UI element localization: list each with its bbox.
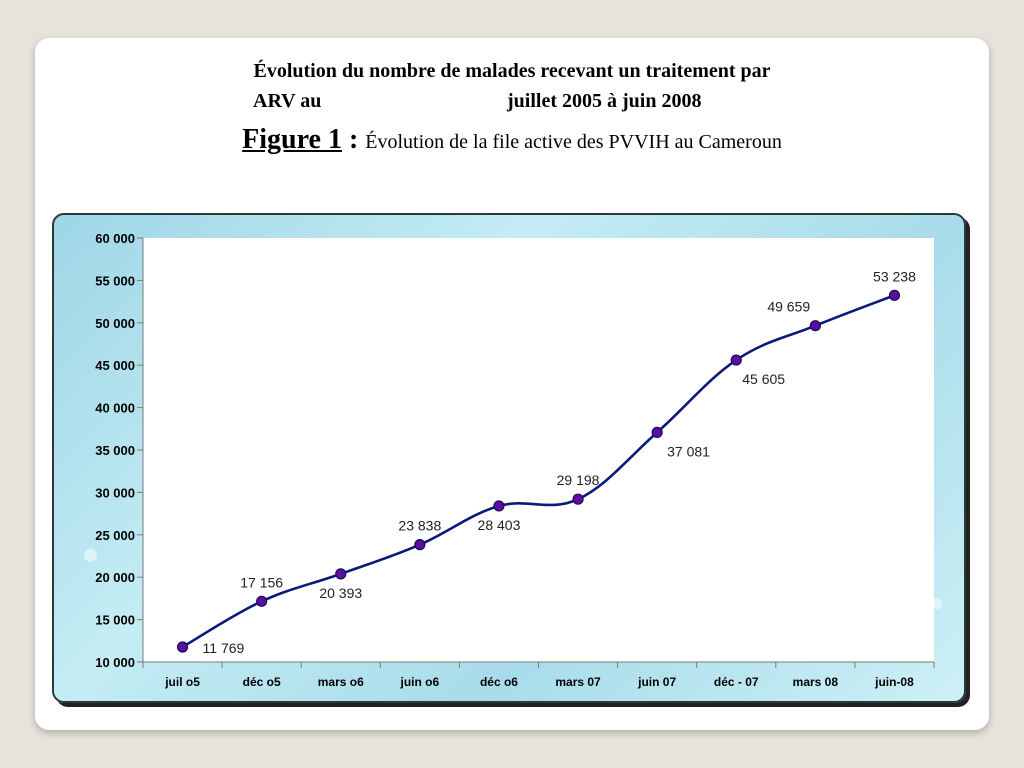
x-tick-label: juin o6 [400, 675, 440, 689]
x-tick-label: juin-08 [874, 675, 914, 689]
y-tick-label: 35 000 [95, 443, 135, 458]
data-label: 53 238 [873, 268, 916, 284]
chart-frame: 10 000 15 000 20 000 25 000 30 000 35 000 40 0… [52, 213, 966, 703]
data-point [176, 641, 189, 653]
data-label: 45 605 [742, 371, 785, 387]
x-tick-label: juil o5 [164, 675, 200, 689]
y-tick-label: 25 000 [95, 528, 135, 543]
x-tick-label: mars 07 [555, 675, 601, 689]
figure-label: Figure 1 [242, 124, 342, 155]
figure-caption-line: Figure 1 : Évolution de la file active d… [0, 124, 1024, 156]
x-axis: juil o5 déc o5 mars o6 juin o6 déc o6 mars 07… [142, 661, 935, 689]
x-tick-label: déc o6 [480, 675, 518, 689]
plot-area [143, 238, 934, 662]
data-label: 11 769 [203, 640, 245, 656]
y-tick-label: 15 000 [95, 613, 135, 628]
data-point [651, 426, 663, 438]
data-label: 49 659 [767, 299, 810, 315]
y-axis: 10 000 15 000 20 000 25 000 30 000 35 000 40 0… [95, 231, 144, 670]
x-tick-label: mars 08 [793, 675, 839, 689]
series-line [181, 294, 896, 649]
y-tick-label: 45 000 [95, 358, 135, 373]
x-tick-label: juin 07 [637, 675, 676, 689]
y-tick-label: 40 000 [95, 401, 135, 416]
figure-caption: Évolution de la file active des PVVIH au… [365, 131, 782, 153]
y-tick-label: 60 000 [95, 231, 135, 246]
data-label: 37 081 [667, 443, 710, 459]
title-line2-part-b: juillet 2005 à juin 2008 [507, 90, 702, 112]
data-label: 17 156 [240, 574, 283, 590]
data-point [809, 320, 821, 332]
x-tick-label: mars o6 [318, 675, 364, 689]
data-label: 28 403 [478, 517, 521, 533]
data-label: 20 393 [319, 585, 362, 601]
y-tick-label: 55 000 [95, 273, 135, 288]
data-point [572, 493, 584, 505]
data-point [256, 595, 268, 607]
data-labels: 11 769 17 156 20 393 23 838 28 403 29 198 37 0… [203, 268, 917, 656]
data-label: 29 198 [557, 472, 600, 488]
x-tick-label: déc - 07 [714, 675, 759, 689]
data-label: 23 838 [398, 518, 441, 534]
data-point [414, 539, 426, 551]
x-tick-label: déc o5 [243, 675, 281, 689]
title-line2-part-a: ARV au [253, 90, 322, 112]
chart-title-line1: Évolution du nombre de malades recevant … [253, 60, 771, 82]
figure-colon: : [341, 124, 366, 155]
y-tick-label: 10 000 [95, 655, 135, 670]
y-tick-label: 30 000 [95, 485, 135, 500]
line-chart: 10 000 15 000 20 000 25 000 30 000 35 000 40 0… [95, 231, 935, 689]
data-point [493, 500, 505, 512]
data-point [888, 289, 901, 301]
y-tick-label: 50 000 [95, 316, 135, 331]
y-tick-label: 20 000 [95, 570, 135, 585]
data-point [335, 568, 347, 580]
data-point [730, 354, 742, 366]
data-markers [176, 289, 901, 653]
